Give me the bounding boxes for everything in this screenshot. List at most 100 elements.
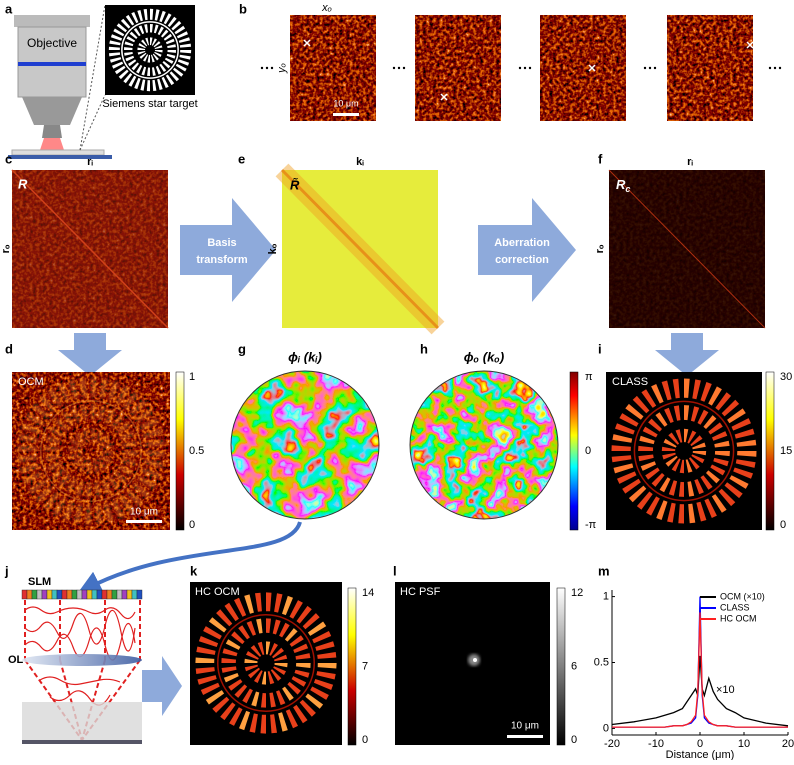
spoke [655, 412, 668, 427]
spoke [656, 500, 668, 520]
spoke [718, 488, 736, 507]
spoke [128, 59, 137, 67]
lens [22, 654, 142, 666]
spoke [272, 619, 281, 635]
spoke [180, 50, 192, 54]
matrix-label: R [18, 176, 28, 191]
spoke [254, 670, 263, 683]
image [12, 372, 170, 530]
spoke [272, 647, 284, 659]
spoke [678, 504, 684, 524]
spoke [119, 430, 135, 441]
spoke [661, 446, 676, 451]
spoke [198, 636, 219, 647]
spoke [165, 74, 175, 86]
diagonal [280, 168, 440, 330]
spoke [98, 405, 107, 422]
spoke [152, 53, 159, 61]
spoke [692, 442, 706, 450]
x-axis-label: Distance (μm) [666, 749, 735, 760]
column-label: kᵢ [356, 156, 364, 168]
spoke [688, 503, 696, 524]
objective-nose [22, 97, 82, 125]
spoke [82, 428, 90, 443]
spoke [673, 405, 681, 421]
slm-pixel [91, 589, 98, 600]
colorbar-label: 15 [780, 445, 792, 457]
spoke [703, 415, 717, 429]
spoke [157, 78, 163, 90]
colorbar [569, 371, 579, 531]
phase-map [410, 371, 558, 519]
slm-pixel [36, 589, 43, 600]
spoke [154, 50, 163, 53]
target-label: Siemens star target [102, 98, 197, 110]
scale-bar [507, 735, 543, 738]
spoke [144, 439, 165, 447]
spoke [143, 9, 148, 21]
speckle-image [540, 15, 626, 121]
image [606, 372, 762, 530]
spoke [697, 409, 709, 425]
speckle-images [260, 15, 782, 121]
spoke [645, 467, 660, 480]
spoke [62, 411, 75, 427]
spoke [672, 378, 680, 399]
spoke [714, 451, 730, 457]
spoke [91, 404, 97, 420]
spoke [121, 440, 138, 448]
spoke [276, 690, 286, 706]
row-label: rₒ [0, 244, 12, 253]
arrow-aberration: Aberration correction [478, 198, 576, 302]
spoke [678, 481, 684, 497]
psf-spot [473, 658, 477, 662]
spoke [99, 451, 114, 456]
panel-m: m 0 0.5 1 -20 -10 0 10 20 Distance (μm) OCM (×10)… [594, 563, 794, 760]
spoke [144, 451, 165, 457]
matrix-label: Rc [616, 177, 630, 194]
spoke [249, 713, 258, 733]
slm-pixel [126, 589, 133, 600]
star-image [611, 378, 757, 524]
slm-pixel [111, 589, 118, 600]
spoke [611, 445, 631, 451]
spoke [107, 475, 120, 491]
spoke [315, 641, 335, 651]
spoke [52, 497, 67, 517]
spoke [39, 395, 56, 413]
image-label: OCM [18, 376, 44, 388]
spoke [120, 18, 131, 29]
slm-pixel [86, 589, 93, 600]
marker [303, 39, 311, 47]
spoke [239, 710, 250, 731]
beam [40, 138, 64, 150]
panel-letter: d [5, 341, 13, 356]
panel-letter: m [598, 563, 610, 578]
spoke [615, 423, 635, 435]
spoke [91, 377, 97, 398]
speckle-image [667, 15, 753, 121]
colorbar-label: -π [585, 519, 597, 531]
spoke [668, 432, 680, 445]
spoke [690, 406, 700, 422]
spoke [115, 422, 131, 435]
spoke [49, 426, 65, 438]
spoke [99, 378, 109, 399]
slm-pixel [116, 589, 123, 600]
spoke [85, 482, 91, 498]
scale-bar [333, 113, 359, 116]
pupil-edge [230, 370, 380, 520]
spoke [164, 57, 174, 64]
panel-letter: c [5, 151, 12, 166]
spoke [291, 676, 307, 687]
spoke [147, 67, 150, 76]
spoke [737, 451, 757, 457]
x-tick-label: -20 [604, 738, 620, 750]
spoke [646, 496, 660, 516]
spoke [684, 378, 690, 398]
ellipsis-dot [265, 66, 269, 70]
spoke [679, 459, 684, 474]
spoke [134, 77, 141, 90]
spoke [115, 385, 130, 405]
spoke [124, 52, 133, 56]
